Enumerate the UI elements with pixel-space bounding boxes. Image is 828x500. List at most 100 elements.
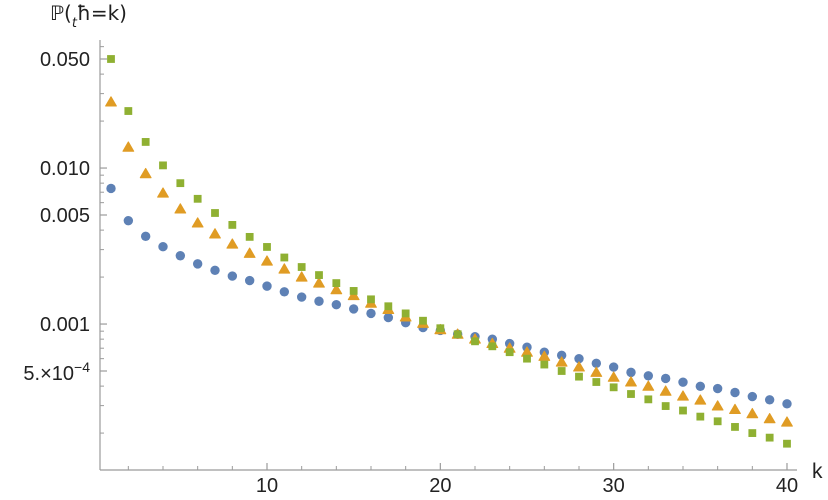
data-point-circle bbox=[140, 231, 151, 242]
y-tick-label: 0.005 bbox=[40, 205, 90, 227]
y-tick-label: 0.001 bbox=[40, 314, 90, 336]
x-tick-label: 30 bbox=[603, 475, 625, 497]
data-point-square bbox=[211, 209, 219, 217]
series-orange-triangles bbox=[105, 96, 793, 427]
data-point-circle bbox=[643, 371, 654, 381]
data-point-triangle bbox=[625, 376, 637, 387]
data-point-circle bbox=[175, 251, 186, 261]
x-axis-label: k bbox=[812, 460, 823, 483]
title-pre: ℙ( bbox=[50, 1, 72, 25]
data-point-triangle bbox=[590, 366, 603, 377]
data-point-square bbox=[488, 342, 497, 351]
data-point-square bbox=[644, 395, 653, 404]
data-point-square bbox=[627, 390, 635, 398]
data-point-circle bbox=[712, 383, 723, 394]
data-point-square bbox=[609, 383, 618, 392]
data-point-circle bbox=[227, 271, 238, 281]
data-point-triangle bbox=[746, 407, 759, 419]
data-point-triangle bbox=[711, 400, 724, 411]
data-point-triangle bbox=[538, 350, 551, 361]
data-point-square bbox=[263, 243, 271, 251]
data-point-circle bbox=[764, 395, 775, 405]
data-point-square bbox=[332, 279, 341, 287]
y-axis-title: ℙ(tħ=k) bbox=[50, 1, 127, 30]
data-point-circle bbox=[574, 353, 584, 364]
data-point-triangle bbox=[157, 187, 169, 198]
data-point-square bbox=[765, 433, 774, 442]
data-point-circle bbox=[296, 292, 307, 302]
data-point-triangle bbox=[555, 356, 568, 367]
data-point-circle bbox=[678, 377, 688, 387]
data-point-circle bbox=[591, 358, 602, 369]
data-point-circle bbox=[626, 367, 636, 378]
y-tick-label: 0.050 bbox=[40, 49, 90, 71]
data-point-square bbox=[297, 263, 306, 271]
data-point-circle bbox=[244, 275, 255, 286]
data-point-triangle bbox=[243, 247, 256, 258]
y-tick-label: 0.010 bbox=[40, 158, 90, 180]
data-point-square bbox=[471, 337, 479, 346]
data-point-circle bbox=[314, 296, 324, 306]
data-point-square bbox=[141, 138, 150, 146]
data-point-circle bbox=[366, 308, 376, 319]
data-point-triangle bbox=[122, 141, 135, 152]
data-point-square bbox=[436, 324, 445, 333]
data-point-square bbox=[713, 417, 722, 426]
data-point-circle bbox=[331, 300, 342, 310]
data-point-triangle bbox=[607, 371, 620, 382]
series-green-squares bbox=[107, 55, 791, 448]
data-point-triangle bbox=[659, 385, 672, 396]
data-point-square bbox=[783, 439, 791, 448]
data-point-circle bbox=[210, 265, 220, 276]
data-point-square bbox=[748, 429, 757, 437]
data-point-square bbox=[176, 179, 185, 188]
data-point-square bbox=[453, 330, 462, 339]
data-point-circle bbox=[383, 312, 394, 323]
data-point-circle bbox=[730, 387, 740, 398]
data-point-square bbox=[107, 55, 115, 63]
data-point-circle bbox=[348, 304, 359, 314]
x-tick-label: 10 bbox=[256, 475, 278, 497]
data-point-square bbox=[228, 221, 237, 229]
data-point-square bbox=[193, 194, 202, 203]
data-point-square bbox=[679, 406, 687, 415]
data-point-square bbox=[280, 253, 289, 262]
data-point-square bbox=[124, 107, 133, 115]
data-point-square bbox=[384, 302, 393, 311]
data-point-triangle bbox=[191, 217, 204, 228]
data-point-triangle bbox=[278, 263, 291, 274]
data-point-circle bbox=[262, 281, 272, 291]
data-point-triangle bbox=[105, 96, 117, 107]
data-point-circle bbox=[660, 373, 671, 384]
data-point-triangle bbox=[261, 255, 273, 266]
data-point-square bbox=[575, 372, 583, 381]
data-point-triangle bbox=[174, 203, 187, 214]
data-point-square bbox=[349, 287, 358, 295]
data-point-triangle bbox=[313, 277, 325, 288]
data-point-square bbox=[523, 354, 531, 363]
data-point-triangle bbox=[330, 283, 343, 295]
data-point-circle bbox=[106, 183, 116, 194]
data-point-square bbox=[731, 423, 739, 431]
title-subscript: t bbox=[71, 16, 77, 31]
y-tick-label: 5.×10−4 bbox=[23, 359, 90, 385]
data-point-triangle bbox=[729, 403, 741, 415]
data-point-square bbox=[159, 161, 167, 170]
series-blue-circles bbox=[106, 183, 792, 409]
x-tick-label: 20 bbox=[429, 475, 451, 497]
data-point-square bbox=[401, 309, 410, 318]
data-point-triangle bbox=[763, 412, 776, 424]
data-point-square bbox=[419, 316, 427, 325]
data-point-square bbox=[540, 360, 549, 369]
data-point-circle bbox=[608, 362, 619, 372]
data-point-circle bbox=[158, 242, 168, 252]
data-point-square bbox=[557, 367, 566, 375]
data-point-triangle bbox=[139, 167, 152, 179]
data-point-square bbox=[696, 412, 705, 421]
data-point-triangle bbox=[573, 361, 585, 372]
data-point-triangle bbox=[295, 271, 308, 282]
data-point-triangle bbox=[347, 289, 360, 301]
data-point-circle bbox=[747, 391, 758, 402]
data-point-square bbox=[367, 295, 375, 304]
data-point-square bbox=[315, 271, 323, 279]
